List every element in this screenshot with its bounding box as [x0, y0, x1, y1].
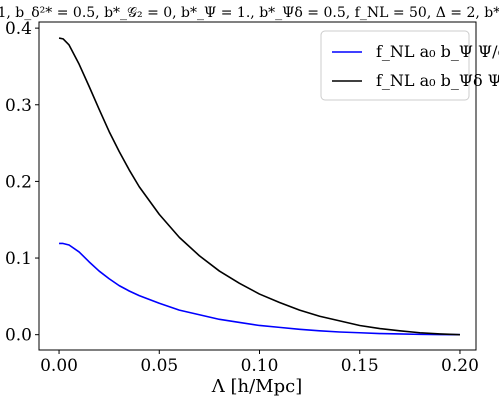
x-tick-label: 0.20	[441, 356, 479, 376]
chart-title: b*_δ = 1, b_δ²* = 0.5, b*_𝒢₂ = 0, b*_Ψ =…	[0, 5, 499, 21]
y-tick-label: 0.1	[5, 249, 32, 269]
x-tick-label: 0.00	[40, 356, 78, 376]
series-line-2	[58, 37, 460, 336]
x-tick-label: 0.05	[140, 356, 178, 376]
y-tick-label: 0.3	[5, 96, 32, 116]
y-tick-label: 0.2	[5, 172, 32, 192]
x-axis-label: Λ [h/Mpc]	[211, 376, 302, 397]
x-axis-ticks: 0.00 0.05 0.10 0.15 0.20	[40, 350, 479, 376]
y-tick-label: 0.0	[5, 326, 32, 346]
x-tick-label: 0.15	[341, 356, 379, 376]
legend-label-series-2: f_NL a₀ b_Ψδ Ψ/δ⁽¹⁾	[376, 71, 499, 90]
legend-label-series-1: f_NL a₀ b_Ψ Ψ/δ⁽¹⁾	[376, 42, 499, 61]
legend-box	[320, 30, 470, 101]
plot-area-frame	[38, 21, 477, 351]
series-line-1	[59, 242, 460, 336]
series-layer	[58, 37, 460, 336]
legend: f_NL a₀ b_Ψ Ψ/δ⁽¹⁾ f_NL a₀ b_Ψδ Ψ/δ⁽¹⁾	[320, 30, 499, 101]
y-tick-label: 0.4	[5, 19, 32, 39]
x-tick-label: 0.10	[241, 356, 279, 376]
y-axis-ticks: 0.0 0.1 0.2 0.3 0.4	[5, 19, 39, 346]
